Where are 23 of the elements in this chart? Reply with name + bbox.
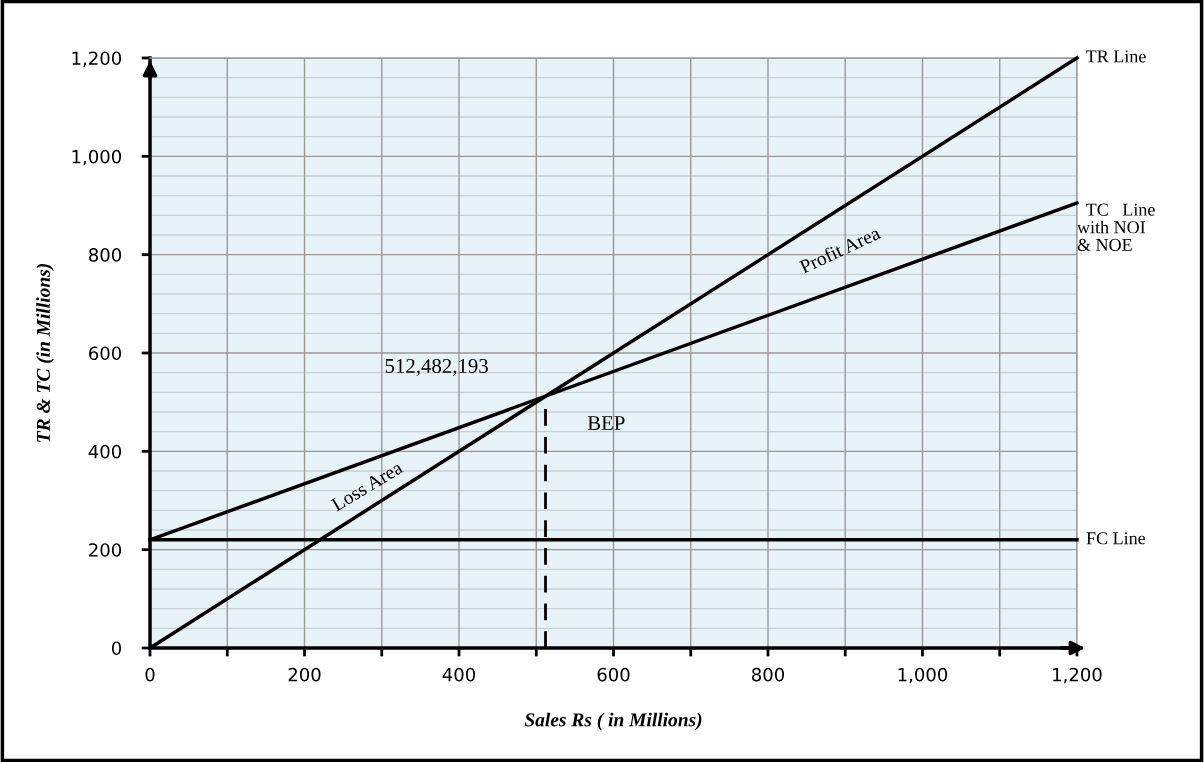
annotation: BEP bbox=[587, 416, 625, 430]
series-label: TR Line bbox=[1086, 50, 1146, 63]
annotation: Profit Area bbox=[798, 225, 882, 274]
y-tick-label: 600 bbox=[89, 346, 122, 361]
series-label: TC Line with NOI & NOE bbox=[1076, 203, 1155, 251]
series-label: FC Line bbox=[1086, 532, 1146, 545]
y-axis-title: TR & TC (in Millions) bbox=[36, 264, 54, 442]
x-tick-label: 600 bbox=[597, 667, 630, 682]
x-tick-label: 200 bbox=[288, 667, 321, 682]
x-tick-label: 1,200 bbox=[1053, 667, 1102, 684]
y-tick-label: 200 bbox=[89, 543, 122, 557]
x-axis-title: Sales Rs ( in Millions) bbox=[524, 712, 702, 731]
y-tick-label: 800 bbox=[89, 248, 122, 262]
y-tick-label: 400 bbox=[88, 444, 122, 459]
x-tick-label: 0 bbox=[145, 667, 155, 682]
annotation: Loss Area bbox=[330, 460, 404, 512]
y-tick-label: 1,000 bbox=[72, 149, 122, 166]
y-tick-label: 1,200 bbox=[72, 51, 122, 67]
x-tick-label: 400 bbox=[442, 667, 476, 682]
x-tick-label: 800 bbox=[751, 667, 785, 682]
x-tick-label: 1,000 bbox=[898, 667, 948, 684]
annotation: 512,482,193 bbox=[385, 358, 488, 376]
y-tick-label: 0 bbox=[111, 641, 122, 656]
